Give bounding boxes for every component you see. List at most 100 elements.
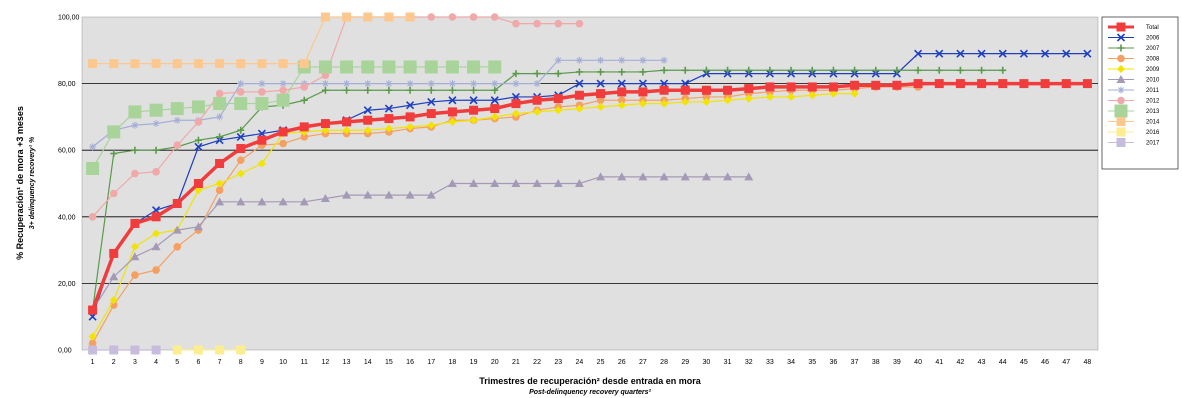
data-point-2006: [490, 96, 499, 105]
data-point-total: [299, 122, 309, 132]
legend-label: 2014: [1146, 120, 1160, 126]
data-point-total: [934, 79, 944, 89]
data-point-total: [342, 117, 352, 127]
series-2013: [86, 60, 502, 176]
data-point-2012: [490, 13, 499, 21]
data-point-total: [257, 135, 267, 145]
y-tick-label: 20,00: [58, 281, 76, 288]
x-tick-label: 13: [343, 359, 351, 366]
data-point-total: [363, 115, 373, 125]
legend-label: 2017: [1146, 141, 1160, 147]
data-point-2014: [109, 59, 119, 69]
data-point-total: [1019, 79, 1029, 89]
data-point-2013: [467, 60, 481, 74]
data-point-2011: [448, 80, 456, 88]
data-point-total: [617, 87, 627, 97]
data-point-2017: [88, 345, 98, 355]
data-point-2011: [152, 120, 160, 128]
y-tick-label: 40,00: [58, 214, 76, 221]
x-tick-label: 15: [385, 359, 393, 366]
data-point-2007: [787, 66, 795, 74]
legend-swatch-marker: [1114, 104, 1128, 118]
data-point-2010: [342, 190, 352, 199]
data-point-2009: [215, 179, 224, 188]
data-point-2009: [152, 229, 161, 238]
data-point-2007: [639, 68, 647, 76]
x-tick-label: 9: [260, 359, 264, 366]
data-point-2010: [596, 172, 606, 181]
data-point-2007: [131, 146, 139, 154]
data-point-2013: [128, 105, 142, 119]
data-point-2010: [130, 252, 140, 261]
data-point-2014: [320, 12, 330, 22]
x-tick-label: 48: [1084, 359, 1092, 366]
data-point-2008: [236, 156, 245, 164]
data-point-total: [447, 107, 457, 117]
data-point-2009: [829, 89, 838, 98]
series-2014: [88, 12, 415, 69]
y-tick-label: 80,00: [58, 81, 76, 88]
data-point-2011: [533, 80, 541, 88]
data-point-2009: [448, 117, 457, 126]
data-point-2013: [318, 60, 332, 74]
data-point-total: [1061, 79, 1071, 89]
data-point-2008: [300, 133, 309, 141]
data-point-total: [892, 80, 902, 90]
x-tick-label: 36: [830, 359, 838, 366]
data-point-2009: [787, 92, 796, 101]
x-tick-label: 43: [978, 359, 986, 366]
y-tick-label: 0,00: [58, 348, 72, 355]
data-point-2011: [512, 80, 520, 88]
x-tick-label: 20: [491, 359, 499, 366]
data-point-total: [151, 212, 161, 222]
x-tick-label: 11: [301, 359, 308, 366]
data-point-2006: [575, 79, 584, 88]
data-point-2014: [130, 59, 140, 69]
legend-swatch-marker: [1116, 138, 1126, 147]
x-axis-subtitle: Post-delinquency recovery quarters²: [529, 389, 651, 396]
series-2009: [88, 89, 859, 341]
data-point-2007: [935, 66, 943, 74]
data-point-2007: [872, 66, 880, 74]
data-point-total: [384, 114, 394, 124]
data-point-2012: [300, 83, 309, 91]
data-point-2010: [215, 197, 225, 206]
data-point-2014: [363, 12, 373, 22]
data-point-total: [172, 198, 182, 208]
series-line-2006: [92, 53, 1088, 317]
legend-label: Total: [1146, 25, 1159, 31]
data-point-2012: [469, 13, 478, 21]
data-point-total: [88, 305, 98, 315]
data-point-total: [490, 104, 500, 114]
data-point-2012: [215, 89, 224, 98]
data-point-2012: [194, 118, 203, 126]
data-point-2007: [321, 86, 329, 94]
series-line-2011: [92, 59, 665, 148]
data-point-2013: [191, 100, 205, 114]
x-tick-labels: 1 2 3 4 5 6 7 8 9 10 11 12 13 14 15 16 17 18 19 20 21 22 23 24 2…: [91, 359, 1092, 366]
x-tick-label: 3: [133, 359, 137, 366]
data-point-total: [574, 90, 584, 100]
legend-item-2009: 2009: [1108, 65, 1160, 73]
data-point-total: [532, 95, 542, 105]
data-point-total: [955, 79, 965, 89]
data-point-total: [828, 82, 838, 92]
data-point-2011: [173, 116, 181, 124]
data-point-2007: [554, 70, 562, 78]
x-tick-label: 22: [533, 359, 541, 366]
x-tick-label: 24: [576, 359, 584, 366]
data-point-2010: [172, 225, 182, 234]
x-tick-label: 34: [787, 359, 795, 366]
data-point-2014: [215, 59, 225, 69]
data-point-2014: [278, 59, 288, 69]
data-point-2008: [88, 339, 97, 348]
x-tick-label: 16: [406, 359, 414, 366]
data-point-2009: [575, 104, 584, 113]
data-point-2009: [490, 112, 499, 121]
x-tick-label: 18: [449, 359, 457, 366]
data-point-2010: [426, 190, 436, 199]
data-point-2010: [617, 172, 627, 181]
data-point-2011: [660, 56, 668, 64]
data-point-2009: [596, 102, 605, 111]
legend-label: 2012: [1146, 99, 1160, 105]
